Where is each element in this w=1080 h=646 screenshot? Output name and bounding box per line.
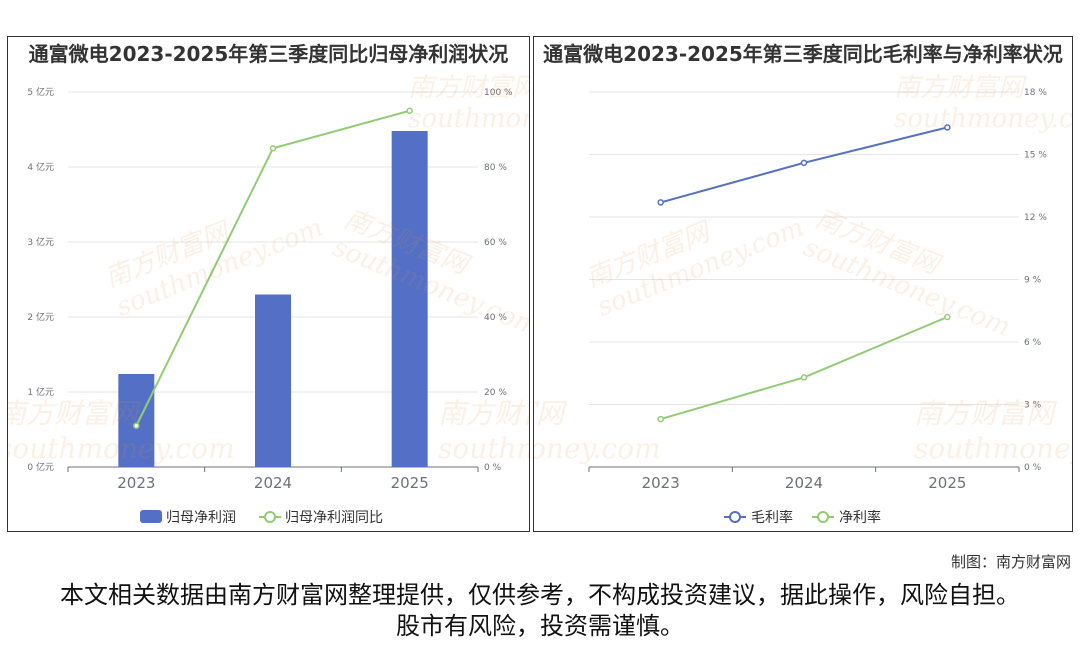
right-chart-svg: 0 % 3 % 6 % 9 % 12 % 15 % 18 % 2023 2024 2025 毛利率 净… xyxy=(588,88,1047,526)
line-point xyxy=(657,199,664,206)
y-right-tick-label: 100 % xyxy=(484,88,513,98)
x-tick-label: 2024 xyxy=(785,474,823,492)
legend-swatch xyxy=(140,510,162,523)
y-right-tick-label: 9 % xyxy=(1024,276,1042,286)
line-point xyxy=(406,107,413,114)
line-point xyxy=(800,159,808,167)
series-line xyxy=(660,316,948,421)
y-left-tick-label: 5 亿元 xyxy=(27,86,54,98)
x-tick-label: 2025 xyxy=(391,474,429,492)
legend-label: 归母净利润同比 xyxy=(285,509,383,526)
legend-label: 毛利率 xyxy=(751,509,793,526)
line-point xyxy=(657,415,664,423)
y-right-tick-label: 0 % xyxy=(1024,463,1042,473)
line-point xyxy=(800,374,808,381)
y-left-tick-label: 1 亿元 xyxy=(27,386,54,398)
line-point xyxy=(269,145,277,152)
chart-title: 通富微电2023-2025年第三季度同比毛利率与净利率状况 xyxy=(543,42,1063,66)
y-right-tick-label: 15 % xyxy=(1024,151,1047,161)
line-point xyxy=(133,422,140,429)
x-tick-label: 2023 xyxy=(117,474,155,492)
disclaimer-text: 本文相关数据由南方财富网整理提供，仅供参考，不构成投资建议，据此操作，风险自担。… xyxy=(60,581,1020,640)
y-left-tick-label: 2 亿元 xyxy=(27,311,54,323)
y-right-tick-label: 80 % xyxy=(484,163,507,173)
y-left-tick-label: 0 亿元 xyxy=(27,461,54,473)
left-chart-svg: 0 亿元 1 亿元 2 亿元 3 亿元 4 亿元 5 亿元 0 % 20 % 40 % 60 % 8… xyxy=(27,86,513,526)
y-right-tick-label: 0 % xyxy=(484,463,502,473)
left-chart-panel: 通富微电2023-2025年第三季度同比归母净利润状况 0 亿元 1 亿元 2 亿元… xyxy=(7,36,530,532)
right-chart-panel: 通富微电2023-2025年第三季度同比毛利率与净利率状况 0 % 3 % 6 % 9… xyxy=(533,36,1073,532)
y-left-tick-label: 3 亿元 xyxy=(27,236,54,248)
x-tick-label: 2023 xyxy=(642,474,680,492)
y-right-tick-label: 3 % xyxy=(1024,401,1042,411)
y-left-tick-label: 4 亿元 xyxy=(27,161,54,173)
bar xyxy=(391,131,428,467)
chart-title: 通富微电2023-2025年第三季度同比归母净利润状况 xyxy=(28,42,509,66)
legend-label: 净利率 xyxy=(839,509,881,526)
line-point xyxy=(944,124,951,131)
legend-swatch xyxy=(264,511,276,523)
bar xyxy=(118,374,155,467)
y-right-tick-label: 18 % xyxy=(1024,88,1047,98)
x-tick-label: 2025 xyxy=(928,474,966,492)
bar xyxy=(255,294,291,467)
y-right-tick-label: 6 % xyxy=(1024,338,1042,348)
legend-swatch xyxy=(817,511,829,523)
legend-label: 归母净利润 xyxy=(166,509,236,526)
chart-credit: 制图：南方财富网 xyxy=(950,553,1071,571)
legend-swatch xyxy=(729,511,741,523)
y-right-tick-label: 60 % xyxy=(484,238,507,248)
y-right-tick-label: 12 % xyxy=(1024,213,1047,223)
line-point xyxy=(944,313,951,321)
x-tick-label: 2024 xyxy=(254,474,292,492)
y-right-tick-label: 20 % xyxy=(484,388,507,398)
y-right-tick-label: 40 % xyxy=(484,313,507,323)
